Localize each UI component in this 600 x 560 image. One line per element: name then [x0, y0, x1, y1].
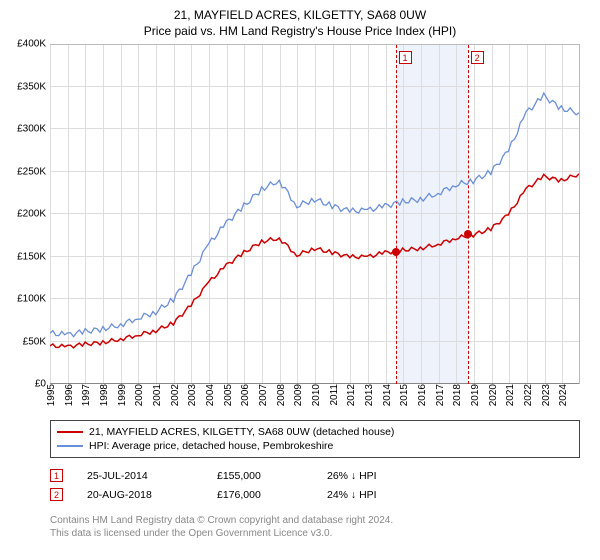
x-tick-label: 2000	[131, 384, 145, 406]
event-row-date: 25-JUL-2014	[87, 470, 217, 482]
x-tick-label: 2016	[414, 384, 428, 406]
x-tick-label: 2022	[520, 384, 534, 406]
chart-title: 21, MAYFIELD ACRES, KILGETTY, SA68 0UW	[0, 0, 600, 22]
event-row-num: 2	[50, 488, 63, 501]
y-tick-label: £300K	[17, 124, 50, 135]
series-line-hpi	[50, 93, 579, 337]
events-table: 1 25-JUL-2014£155,00026% ↓ HPI 2 20-AUG-201…	[50, 466, 580, 504]
x-tick-label: 2004	[202, 384, 216, 406]
x-tick-label: 2019	[467, 384, 481, 406]
x-tick-label: 2020	[485, 384, 499, 406]
x-tick-label: 2002	[167, 384, 181, 406]
chart-subtitle: Price paid vs. HM Land Registry's House …	[0, 22, 600, 42]
event-row-price: £176,000	[217, 489, 327, 501]
attribution-line: Contains HM Land Registry data © Crown c…	[50, 514, 580, 527]
x-tick-label: 2021	[502, 384, 516, 406]
x-tick-label: 1999	[114, 384, 128, 406]
x-tick-label: 2009	[290, 384, 304, 406]
y-tick-label: £150K	[17, 251, 50, 262]
chart-svg	[50, 45, 579, 384]
x-tick-label: 2018	[449, 384, 463, 406]
legend-swatch	[57, 445, 83, 447]
x-tick-label: 2023	[538, 384, 552, 406]
x-tick-label: 2007	[255, 384, 269, 406]
y-tick-label: £200K	[17, 209, 50, 220]
legend-row: 21, MAYFIELD ACRES, KILGETTY, SA68 0UW (…	[57, 425, 573, 439]
legend-label: HPI: Average price, detached house, Pemb…	[89, 440, 333, 452]
legend-row: HPI: Average price, detached house, Pemb…	[57, 439, 573, 453]
series-line-property	[50, 174, 579, 348]
event-row-pct: 24% ↓ HPI	[327, 489, 467, 501]
y-tick-label: £250K	[17, 166, 50, 177]
sale-point	[392, 248, 400, 256]
x-tick-label: 2008	[273, 384, 287, 406]
y-tick-label: £50K	[23, 336, 50, 347]
event-row-date: 20-AUG-2018	[87, 489, 217, 501]
event-row-pct: 26% ↓ HPI	[327, 470, 467, 482]
sale-point	[464, 230, 472, 238]
chart-legend: 21, MAYFIELD ACRES, KILGETTY, SA68 0UW (…	[50, 420, 580, 458]
event-row: 1 25-JUL-2014£155,00026% ↓ HPI	[50, 466, 580, 485]
chart-plot-area: £0£50K£100K£150K£200K£250K£300K£350K£400…	[50, 44, 580, 384]
x-tick-label: 2015	[396, 384, 410, 406]
x-tick-label: 2010	[308, 384, 322, 406]
y-tick-label: £400K	[17, 39, 50, 50]
x-tick-label: 2001	[149, 384, 163, 406]
legend-label: 21, MAYFIELD ACRES, KILGETTY, SA68 0UW (…	[89, 426, 394, 438]
event-row-price: £155,000	[217, 470, 327, 482]
attribution-text: Contains HM Land Registry data © Crown c…	[50, 514, 580, 540]
x-tick-label: 2024	[555, 384, 569, 406]
y-tick-label: £100K	[17, 294, 50, 305]
x-tick-label: 2006	[237, 384, 251, 406]
attribution-line: This data is licensed under the Open Gov…	[50, 527, 580, 540]
x-tick-label: 2011	[326, 384, 340, 406]
x-tick-label: 1997	[78, 384, 92, 406]
y-tick-label: £350K	[17, 81, 50, 92]
x-tick-label: 1996	[61, 384, 75, 406]
x-tick-label: 1998	[96, 384, 110, 406]
x-tick-label: 2014	[379, 384, 393, 406]
x-tick-label: 2013	[361, 384, 375, 406]
event-row-num: 1	[50, 469, 63, 482]
x-tick-label: 2003	[184, 384, 198, 406]
x-tick-label: 1995	[43, 384, 57, 406]
legend-swatch	[57, 431, 83, 433]
x-tick-label: 2012	[343, 384, 357, 406]
x-tick-label: 2005	[220, 384, 234, 406]
event-row: 2 20-AUG-2018£176,00024% ↓ HPI	[50, 485, 580, 504]
x-tick-label: 2017	[432, 384, 446, 406]
